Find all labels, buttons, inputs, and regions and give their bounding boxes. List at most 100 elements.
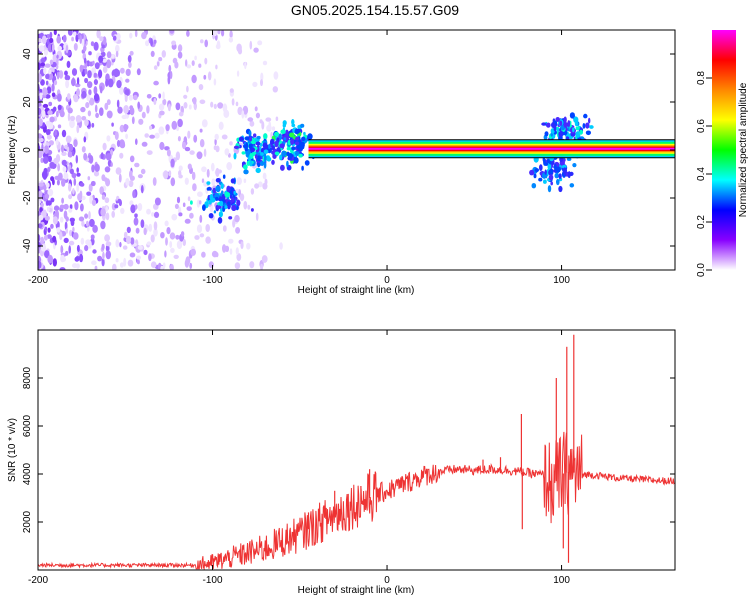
spectrogram-noise-cell (177, 44, 183, 52)
spectrogram-noise-cell (162, 91, 165, 100)
spectrogram-noise-cell (38, 133, 43, 139)
spectrogram-disturbance-cell (243, 144, 247, 148)
spectrogram-noise-cell (205, 224, 210, 232)
spectrogram-noise-cell (119, 152, 124, 159)
spectrogram-noise-cell (81, 38, 85, 46)
y-tick-label: 6000 (22, 414, 33, 437)
spectrogram-noise-cell (158, 93, 162, 99)
spectrogram-noise-cell (218, 121, 224, 130)
spectrogram-noise-cell (141, 141, 148, 147)
spectrogram-noise-cell (62, 166, 67, 173)
spectrogram-noise-cell (153, 98, 157, 105)
x-tick-label: -100 (203, 575, 223, 586)
spectrogram-noise-cell (106, 51, 112, 59)
spectrogram-disturbance-cell (224, 191, 231, 198)
spectrogram-disturbance-cell (231, 204, 237, 211)
snr-frame (37, 329, 676, 571)
spectrogram-noise-cell (56, 179, 60, 186)
spectrogram-noise-cell (153, 39, 157, 44)
spectrogram-noise-cell (186, 64, 192, 69)
spectrogram-noise-cell (76, 183, 80, 192)
spectrogram-noise-cell (178, 170, 182, 177)
spectrogram-disturbance-cell (254, 154, 258, 159)
spectrogram-noise-cell (61, 151, 67, 156)
spectrogram-noise-cell (54, 175, 61, 180)
spectrogram-noise-cell (61, 197, 64, 204)
spectrogram-noise-cell (40, 236, 45, 245)
spectrogram-noise-cell (61, 129, 67, 138)
colorbar-ticks: 0.0 0.2 0.4 0.6 0.8 (696, 71, 712, 277)
spectrogram-noise-cell (72, 188, 75, 195)
spectrogram-noise-cell (128, 180, 134, 188)
spectrogram-disturbance-cell (253, 133, 257, 138)
spectrogram-disturbance-cell (558, 185, 563, 193)
spectrogram-noise-cell (97, 255, 103, 262)
spectrogram-noise-cell (83, 152, 88, 161)
spectrogram-noise-cell (87, 70, 92, 79)
spectrogram-noise-cell (119, 262, 124, 268)
spectrogram-noise-cell (226, 162, 233, 171)
spectrogram-noise-cell (106, 59, 112, 69)
spectrogram-noise-cell (247, 117, 254, 122)
spectrogram-noise-cell (38, 45, 45, 52)
spectrogram-noise-cell (42, 103, 49, 108)
spectrogram-noise-cell (80, 106, 86, 113)
spectrogram-noise-cell (126, 226, 131, 234)
spectrogram-noise-cell (46, 134, 52, 140)
spectrogram-x-axis-label: Height of straight line (km) (298, 285, 415, 296)
spectrogram-noise-cell (165, 124, 170, 132)
spectrogram-noise-cell (196, 151, 203, 160)
spectrogram-noise-cell (101, 44, 105, 49)
spectrogram-noise-cell (81, 220, 85, 227)
spectrogram-noise-cell (47, 254, 53, 264)
spectrogram-noise-cell (172, 57, 178, 64)
spectrogram-noise-cell (222, 244, 227, 253)
spectrogram-disturbance-cell (534, 168, 539, 173)
spectrogram-noise-cell (157, 61, 160, 67)
spectrogram-noise-cell (146, 208, 151, 215)
spectrogram-noise-cell (65, 135, 72, 143)
spectrogram-noise-cell (249, 261, 255, 269)
spectrogram-noise-cell (235, 247, 239, 256)
spectrogram-noise-cell (47, 110, 53, 116)
spectrogram-noise-cell (104, 102, 109, 110)
spectrogram-noise-cell (178, 111, 184, 117)
spectrogram-disturbance-cell (213, 210, 217, 214)
spectrogram-noise-cell (176, 196, 181, 204)
spectrogram-noise-cell (100, 152, 104, 160)
x-tick-label: -100 (203, 275, 223, 286)
spectrogram-noise-cell (92, 60, 95, 66)
spectrogram-noise-cell (214, 133, 219, 141)
spectrogram-noise-cell (52, 235, 57, 243)
spectrogram-disturbance-cell (541, 122, 547, 126)
spectrogram-noise-cell (111, 210, 115, 218)
spectrogram-noise-cell (41, 109, 46, 118)
spectrogram-noise-cell (114, 204, 119, 209)
spectrogram-noise-cell (112, 263, 117, 270)
spectrogram-noise-cell (186, 30, 190, 37)
spectrogram-noise-cell (116, 69, 120, 77)
spectrogram-noise-cell (148, 253, 152, 262)
spectrogram-noise-cell (250, 188, 255, 195)
spectrogram-noise-cell (66, 146, 70, 153)
spectrogram-disturbance-cell (250, 147, 256, 153)
spectrogram-noise-cell (119, 241, 122, 248)
spectrogram-noise-cell (135, 138, 138, 145)
spectrogram-noise-cell (46, 86, 52, 94)
spectrogram-noise-cell (68, 183, 72, 192)
spectrogram-noise-cell (193, 134, 198, 143)
spectrogram-noise-cell (119, 124, 125, 133)
spectrogram-noise-cell (88, 89, 92, 96)
spectrogram-noise-cell (47, 188, 54, 197)
spectrogram-disturbance-cell (238, 136, 244, 142)
spectrogram-noise-cell (115, 239, 120, 248)
spectrogram-noise-cell (59, 267, 66, 270)
spectrogram-noise-cell (88, 183, 93, 192)
spectrogram-noise-cell (189, 262, 193, 269)
spectrogram-noise-cell (100, 208, 106, 217)
spectrogram-noise-cell (199, 128, 203, 133)
spectrogram-noise-cell (132, 190, 136, 199)
spectrogram-noise-cell (103, 177, 108, 183)
spectrogram-disturbance-cell (233, 145, 240, 149)
spectrogram-noise-cell (237, 48, 243, 55)
